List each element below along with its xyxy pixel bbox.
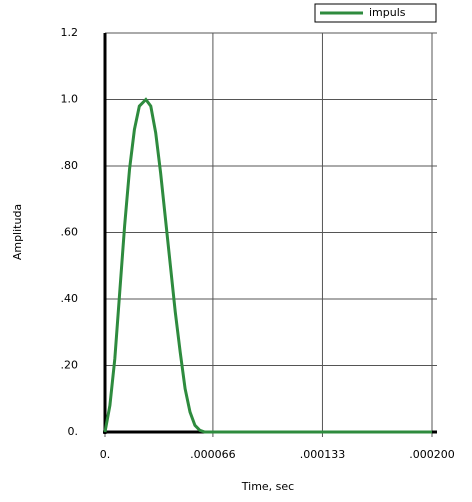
legend-box	[314, 3, 437, 23]
y-tick-label: 1.2	[61, 26, 79, 39]
y-tick-label: .80	[61, 159, 79, 172]
x-tick-label: .000133	[300, 448, 346, 461]
y-tick-label: 1.0	[61, 93, 79, 106]
y-tick-label: .60	[61, 226, 79, 239]
x-axis-title: Time, sec	[241, 480, 294, 493]
x-tick-label: .000200	[409, 448, 455, 461]
y-tick-label: .20	[61, 359, 79, 372]
y-tick-label: 0.	[68, 425, 79, 438]
x-tick-label: 0.	[100, 448, 111, 461]
y-tick-label: .40	[61, 292, 79, 305]
legend-label: impuls	[369, 6, 406, 19]
x-tick-label: .000066	[190, 448, 236, 461]
y-axis-title: Amplituda	[11, 204, 24, 260]
line-series	[103, 97, 432, 434]
